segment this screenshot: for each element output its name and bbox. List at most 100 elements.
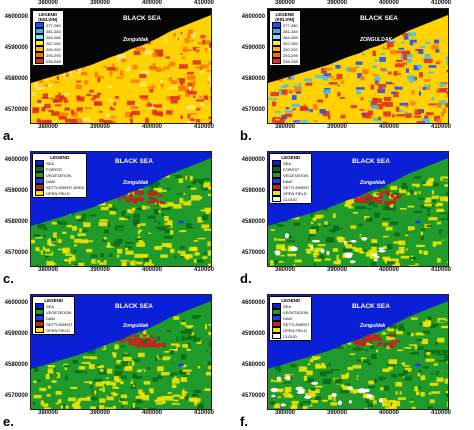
legend-swatch: [35, 172, 44, 178]
legend-entry-label: SETTLEMENT AREA: [46, 184, 85, 190]
sea-label: BLACK SEA: [352, 303, 390, 310]
y-tick-label: 4590000: [4, 188, 28, 194]
sea-label: BLACK SEA: [115, 158, 153, 165]
legend-entry: VEGETATION: [35, 309, 72, 315]
x-tick-label-top: 410000: [193, 0, 215, 6]
legend-title: LEGEND: [281, 155, 301, 160]
x-tick-label: 390000: [89, 124, 111, 130]
x-tick-label: 390000: [326, 410, 348, 416]
legend-entry-label: CLOUD: [283, 333, 298, 339]
legend-entry-label: 277-280: [283, 22, 298, 28]
y-tick-label: 4570000: [4, 107, 28, 113]
panel-label: a.: [3, 128, 14, 143]
legend-entry: FOREST: [35, 166, 84, 172]
x-tick-label: 400000: [141, 124, 163, 130]
x-tick-label-top: 410000: [430, 0, 452, 6]
y-tick-label: 4600000: [4, 157, 28, 163]
legend-entry-label: 290-292: [283, 46, 298, 52]
y-tick-label: 4580000: [241, 219, 265, 225]
y-tick-label: 4600000: [4, 300, 28, 306]
legend-entry: SEA: [35, 160, 84, 166]
x-tick-label-top: 390000: [89, 0, 111, 6]
map-image-f: LEGEND SEA VEGETATION DAM SETTLEMENT OPEN FIE…: [267, 294, 449, 410]
x-tick-label: 380000: [37, 124, 59, 130]
y-tick-label: 4570000: [241, 393, 265, 399]
panel-label: d.: [240, 271, 252, 286]
x-tick-label: 380000: [274, 124, 296, 130]
legend-swatch: [272, 58, 281, 64]
legend-entry-label: SETTLEMENT: [283, 184, 310, 190]
legend-swatch: [35, 40, 44, 46]
legend-entry: SEA: [35, 303, 72, 309]
x-tick-label: 400000: [378, 410, 400, 416]
legend-swatch: [272, 160, 281, 166]
legend-entry: SEA: [272, 303, 309, 309]
x-tick-label: 380000: [274, 410, 296, 416]
sea-label: BLACK SEA: [123, 15, 161, 22]
legend-entry: DAM: [272, 315, 309, 321]
legend-swatch: [35, 28, 44, 34]
legend-swatch: [272, 172, 281, 178]
city-label: Zonguldak: [360, 180, 386, 186]
legend-entry-label: DAM: [46, 315, 55, 321]
legend-swatch: [35, 327, 44, 333]
city-label: Zonguldak: [360, 323, 386, 329]
legend-entry-label: 293-295: [283, 52, 298, 58]
legend-entry-label: 281-283: [283, 28, 298, 34]
legend-entry-label: 287-289: [283, 40, 298, 46]
legend-swatch: [272, 321, 281, 327]
y-tick-label: 4590000: [241, 331, 265, 337]
legend-entry: 284-286: [272, 34, 298, 40]
panel-label: c.: [3, 271, 14, 286]
legend-entry: 287-289: [35, 40, 61, 46]
legend-swatch: [272, 46, 281, 52]
legend-entry-label: OPEN FIELD: [46, 327, 70, 333]
legend-entry-label: SEA: [283, 303, 292, 309]
legend-entry-label: FOREST: [283, 166, 300, 172]
legend-swatch: [272, 52, 281, 58]
legend-title: LEGEND: [44, 298, 64, 303]
legend-entry-label: 284-286: [46, 34, 61, 40]
legend-swatch: [272, 178, 281, 184]
legend-entry-label: 287-289: [46, 40, 61, 46]
legend-entry: SETTLEMENT: [272, 321, 309, 327]
legend-title: LEGEND: [38, 12, 58, 17]
map-legend: LEGEND SEA FOREST VEGETATION DAM SETTLEMENT OP…: [269, 153, 313, 204]
legend-entry: 277-280: [35, 22, 61, 28]
legend-swatch: [35, 309, 44, 315]
sea-label: BLACK SEA: [115, 303, 153, 310]
map-image-d: LEGEND SEA FOREST VEGETATION DAM SETTLEMENT OP…: [267, 151, 449, 267]
legend-swatch: [272, 190, 281, 196]
y-tick-label: 4570000: [4, 393, 28, 399]
legend-swatch: [35, 321, 44, 327]
legend-entry-label: 277-280: [46, 22, 61, 28]
legend-subtitle: (KELVIN): [38, 17, 58, 22]
city-label: ZONGULDAK: [360, 37, 392, 43]
legend-entry: SETTLEMENT: [35, 321, 72, 327]
panel-label: e.: [3, 414, 14, 429]
legend-entry-label: VEGETATION: [283, 172, 309, 178]
map-legend: LEGEND SEA VEGETATION DAM SETTLEMENT OPEN FIE…: [269, 296, 313, 341]
legend-swatch: [272, 196, 281, 202]
x-tick-label: 410000: [430, 410, 452, 416]
legend-subtitle: (KELVIN): [275, 17, 295, 22]
legend-swatch: [35, 303, 44, 309]
map-raster: [31, 295, 211, 409]
legend-swatch: [272, 184, 281, 190]
city-label: Zonguldak: [123, 323, 149, 329]
legend-entry-label: OPEN FIELD: [283, 190, 307, 196]
y-tick-label: 4580000: [4, 76, 28, 82]
legend-entry: FOREST: [272, 166, 309, 172]
legend-swatch: [35, 22, 44, 28]
map-legend: LEGEND SEA FOREST VEGETATION DAM SETTLEMENT A…: [32, 153, 88, 198]
y-tick-label: 4600000: [4, 14, 28, 20]
x-tick-label: 410000: [430, 124, 452, 130]
legend-entry: 290-292: [272, 46, 298, 52]
legend-entry: DAM: [35, 178, 84, 184]
x-tick-label: 400000: [141, 410, 163, 416]
map-legend: LEGEND SEA VEGETATION DAM SETTLEMENT OPEN FIE…: [32, 296, 76, 335]
legend-entry-label: SEA: [283, 160, 292, 166]
y-tick-label: 4570000: [4, 250, 28, 256]
y-tick-label: 4590000: [241, 45, 265, 51]
map-panel-b: 4600000 4590000 4580000 4570000 380000 380000…: [237, 0, 474, 143]
